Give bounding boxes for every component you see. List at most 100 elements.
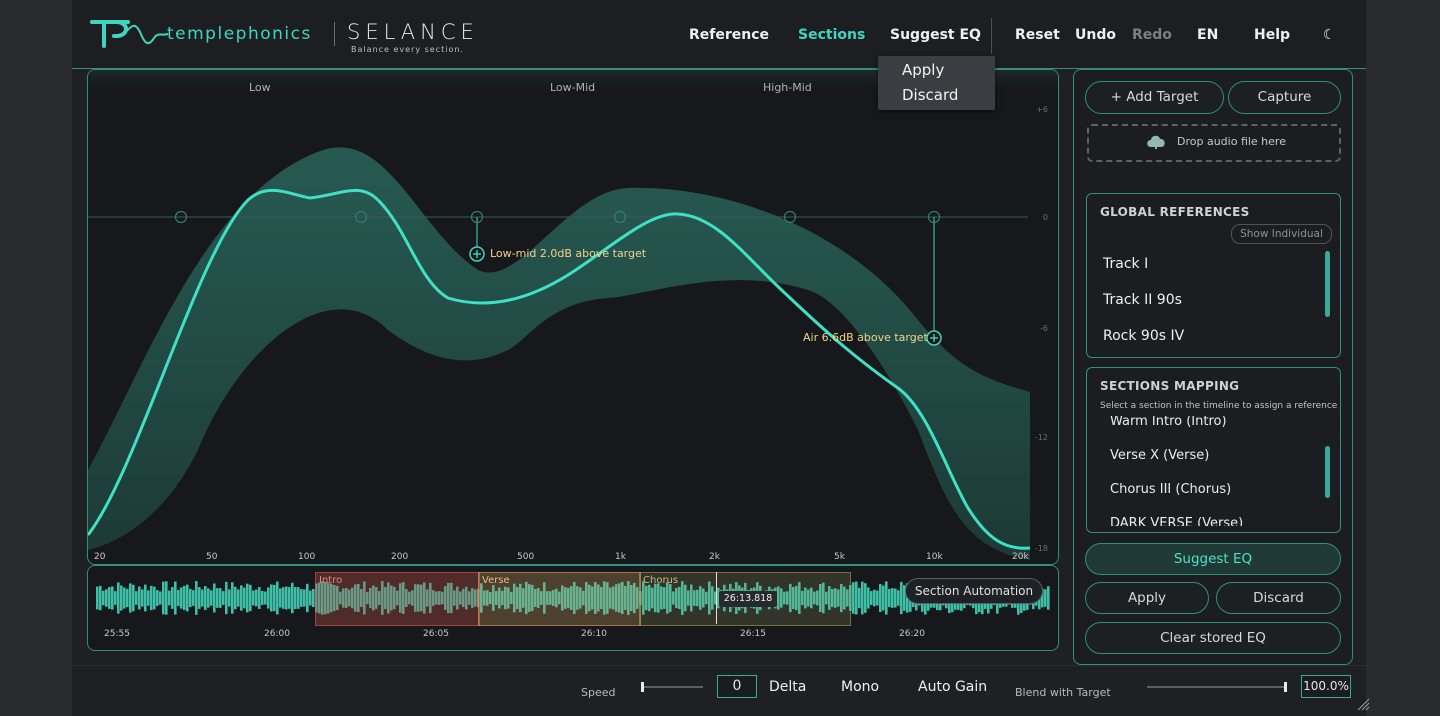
waveform-bar [492, 585, 495, 611]
waveform-bar [519, 583, 522, 613]
waveform-bar [549, 591, 552, 605]
nav-suggest-eq[interactable]: Suggest EQ [890, 27, 981, 43]
waveform-bar [207, 588, 210, 608]
waveform-bar [606, 582, 609, 614]
redo-button[interactable]: Redo [1132, 27, 1172, 43]
waveform-bar [447, 582, 450, 614]
waveform-bar [594, 582, 597, 614]
add-target-button[interactable]: + Add Target [1085, 81, 1224, 114]
nav-reference[interactable]: Reference [689, 27, 770, 43]
waveform-bar [177, 589, 180, 607]
mapping-item[interactable]: Warm Intro (Intro) [1110, 416, 1227, 429]
waveform-bar [363, 581, 366, 615]
mono-button[interactable]: Mono [841, 679, 880, 695]
eq-curve-panel[interactable]: Low Low-Mid High-Mid +6 0 -6 -12 -18 20 … [87, 69, 1059, 565]
suggest-eq-button[interactable]: Suggest EQ [1085, 543, 1341, 575]
reference-item[interactable]: Track I [1103, 256, 1149, 272]
waveform-bar [474, 589, 477, 607]
waveform-bar [522, 588, 525, 608]
help-button[interactable]: Help [1254, 27, 1291, 43]
waveform-bar [402, 582, 405, 614]
waveform-bar [498, 587, 501, 609]
bottom-bar: Speed 0 Delta Mono Auto Gain Blend with … [72, 665, 1366, 716]
section-verse[interactable]: Verse [478, 572, 641, 626]
show-individual-toggle[interactable]: Show Individual [1231, 224, 1332, 244]
waveform-bar [828, 586, 831, 610]
waveform-bar [690, 584, 693, 612]
discard-button[interactable]: Discard [1216, 582, 1341, 614]
add-band-icon [469, 246, 942, 346]
waveform-bar [462, 588, 465, 608]
waveform-bar [267, 587, 270, 609]
waveform-bar [561, 585, 564, 611]
audio-drop-zone[interactable]: Drop audio file here [1087, 124, 1341, 162]
waveform-bar [396, 590, 399, 606]
db-tick: -6 [1040, 324, 1048, 333]
waveform-bar [507, 587, 510, 609]
undo-button[interactable]: Undo [1075, 27, 1116, 43]
waveform-bar [825, 591, 828, 605]
waveform-bar [642, 581, 645, 615]
reference-item[interactable]: Rock 90s IV [1103, 328, 1185, 344]
waveform-bar [393, 586, 396, 610]
delta-button[interactable]: Delta [769, 679, 807, 695]
reference-item[interactable]: Track II 90s [1103, 292, 1182, 308]
waveform-bar [471, 588, 474, 608]
mapping-scrollbar[interactable] [1325, 446, 1330, 498]
target-range-band [88, 147, 1030, 560]
waveform-bar [441, 591, 444, 605]
waveform-bar [867, 587, 870, 609]
clear-stored-eq-button[interactable]: Clear stored EQ [1085, 622, 1341, 654]
section-intro[interactable]: Intro [315, 572, 480, 626]
waveform-bar [102, 590, 105, 606]
mapping-item[interactable]: Verse X (Verse) [1110, 448, 1210, 463]
moon-icon[interactable]: ☾ [1323, 27, 1336, 43]
dropdown-discard[interactable]: Discard [902, 86, 959, 104]
playhead[interactable] [716, 572, 717, 624]
blend-value-input[interactable]: 100.0% [1301, 675, 1351, 698]
waveform-bar [843, 586, 846, 610]
waveform-bar [663, 587, 666, 609]
waveform-bar [543, 582, 546, 614]
language-button[interactable]: EN [1197, 27, 1219, 43]
dropdown-apply[interactable]: Apply [902, 61, 945, 79]
waveform-bar [318, 582, 321, 614]
section-automation-button[interactable]: Section Automation [905, 578, 1043, 604]
mapping-item[interactable]: Chorus III (Chorus) [1110, 482, 1232, 497]
blend-slider-handle[interactable] [1284, 682, 1287, 692]
waveform-bar [816, 590, 819, 606]
waveform-bar [486, 590, 489, 606]
freq-tick: 100 [298, 552, 316, 562]
eq-curve-line[interactable] [88, 188, 1031, 550]
resize-grip-icon[interactable] [1356, 697, 1370, 711]
waveform-bar [183, 585, 186, 611]
waveform-bar [513, 583, 516, 613]
waveform-bar [261, 591, 264, 605]
references-scrollbar[interactable] [1325, 251, 1330, 317]
waveform-bar [627, 581, 630, 615]
waveform-bar [813, 591, 816, 605]
waveform-bar [222, 591, 225, 605]
waveform-bar [246, 583, 249, 613]
waveform-bar [321, 581, 324, 615]
apply-button[interactable]: Apply [1085, 582, 1209, 614]
waveform-bar [114, 591, 117, 605]
delta-value-input[interactable]: 0 [717, 675, 757, 698]
reset-button[interactable]: Reset [1015, 27, 1060, 43]
speed-slider[interactable] [641, 686, 703, 688]
mapping-item[interactable]: DARK VERSE (Verse) [1110, 516, 1244, 526]
sidebar: + Add Target Capture Drop audio file her… [1073, 69, 1353, 665]
nav-sections[interactable]: Sections [798, 27, 866, 43]
speed-slider-handle[interactable] [641, 682, 644, 692]
waveform-bar [378, 591, 381, 605]
waveform-bar [120, 585, 123, 611]
waveform-bar [894, 588, 897, 608]
waveform-bar [273, 584, 276, 612]
waveform-bar [840, 583, 843, 613]
waveform-bar [219, 588, 222, 608]
blend-slider[interactable] [1147, 686, 1286, 688]
capture-button[interactable]: Capture [1228, 81, 1341, 114]
waveform-bar [171, 587, 174, 609]
auto-gain-button[interactable]: Auto Gain [918, 679, 988, 695]
section-timeline[interactable]: Intro Verse Chorus 26:13.818 Section Aut… [87, 565, 1059, 651]
